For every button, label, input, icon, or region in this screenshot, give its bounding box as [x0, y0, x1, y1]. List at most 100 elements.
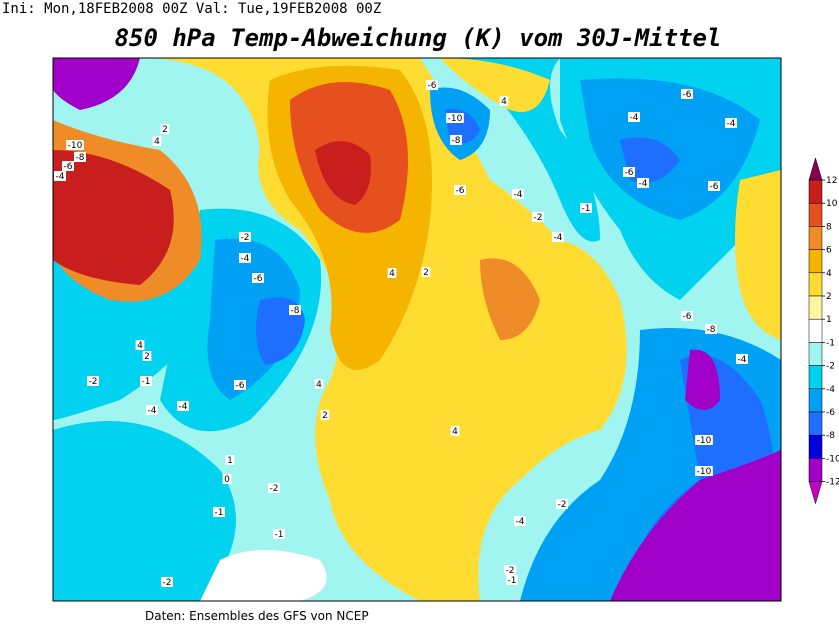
contour-label: 4 — [137, 341, 143, 351]
contour-label: 0 — [224, 475, 230, 485]
contour-label: -6 — [683, 90, 692, 100]
contour-label-box — [512, 189, 524, 199]
colorbar-band — [808, 272, 823, 297]
contour-label-box — [446, 113, 464, 123]
colorbar-band — [808, 179, 823, 204]
colorbar-label: -1 — [826, 338, 835, 348]
colorbar-band — [808, 434, 823, 459]
contour-label: 4 — [501, 97, 507, 107]
colorbar-label: -12 — [826, 478, 839, 488]
contour-label: 4 — [452, 427, 458, 437]
contour-label: 2 — [322, 411, 328, 421]
contour-label: -10 — [697, 467, 712, 477]
contour-label: -4 — [179, 402, 188, 412]
contour-label: -6 — [625, 168, 634, 178]
contour-label: -1 — [275, 530, 284, 540]
contour-label: -4 — [727, 119, 736, 129]
colorbar-label: -4 — [826, 385, 835, 395]
colorbar-label: 2 — [826, 292, 832, 302]
contour-label: -4 — [554, 233, 563, 243]
contour-label: -6 — [64, 162, 73, 172]
contour-label: -2 — [89, 377, 98, 387]
contour-label-box — [135, 340, 145, 350]
contour-label-box — [160, 124, 170, 134]
colorbar-label: 6 — [826, 246, 832, 256]
contour-label-box — [142, 351, 152, 361]
contour-label: -1 — [215, 508, 224, 518]
contour-label: -4 — [738, 355, 747, 365]
contour-label: -2 — [534, 213, 543, 223]
contour-label-box — [140, 376, 152, 386]
contour-label-box — [628, 112, 640, 122]
colorbar-band — [808, 411, 823, 436]
colorbar-band — [808, 365, 823, 390]
contour-label-box — [450, 426, 460, 436]
contour-label-box — [552, 232, 564, 242]
contour-label: 2 — [423, 268, 429, 278]
colorbar-label: 1 — [826, 315, 832, 325]
contour-label: 2 — [144, 352, 150, 362]
contour-label-box — [161, 577, 173, 587]
contour-label-box — [213, 507, 225, 517]
map-frame — [52, 57, 782, 602]
colorbar-band — [808, 226, 823, 250]
contour-label-box — [637, 178, 649, 188]
colorbar-label: 4 — [826, 269, 832, 279]
colorbar-band — [808, 318, 823, 343]
contour-label-box — [514, 516, 526, 526]
colorbar-band — [808, 342, 823, 366]
contour-label: -10 — [68, 141, 83, 151]
contour-label: -6 — [710, 182, 719, 192]
contour-label-box — [146, 405, 158, 415]
contour-label-box — [736, 354, 748, 364]
colorbar-band — [808, 202, 823, 227]
colorbar-label: -2 — [826, 362, 835, 372]
contour-label-box — [225, 455, 235, 465]
colorbar-label: -10 — [826, 454, 839, 464]
colorbar-label: -8 — [826, 431, 835, 441]
contour-label: -4 — [56, 172, 65, 182]
contour-label: -6 — [428, 81, 437, 91]
contour-label: -10 — [448, 114, 463, 124]
contour-label: -6 — [236, 381, 245, 391]
contour-label: -4 — [514, 190, 523, 200]
contour-label-box — [87, 376, 99, 386]
colorbar-cap — [808, 157, 823, 181]
contour-label: -2 — [241, 233, 250, 243]
colorbar-band — [808, 249, 823, 274]
contour-label-box — [177, 401, 189, 411]
contour-label-box — [454, 185, 466, 195]
contour-label-box — [708, 181, 720, 191]
contour-label: 1 — [227, 456, 233, 466]
colorbar-band — [808, 388, 823, 413]
contour-label: -2 — [558, 500, 567, 510]
contour-label: 2 — [162, 125, 168, 135]
colorbar-band — [808, 295, 823, 320]
contour-label: -4 — [148, 406, 157, 416]
contour-label-box — [252, 273, 264, 283]
contour-label-box — [504, 565, 516, 575]
contour-label-box — [222, 474, 232, 484]
header: Ini: Mon,18FEB2008 00Z Val: Tue,19FEB200… — [2, 1, 381, 17]
contour-label-box — [681, 311, 693, 321]
contour-label: -4 — [630, 113, 639, 123]
contour-label-box — [268, 483, 280, 493]
contour-label-box — [705, 324, 717, 334]
contour-label: 4 — [154, 137, 160, 147]
contour-label-box — [556, 499, 568, 509]
contour-label: -1 — [142, 377, 151, 387]
contour-label: -2 — [270, 484, 279, 494]
contour-label-box — [320, 410, 330, 420]
contour-label: -4 — [241, 254, 250, 264]
colorbar-label: -6 — [826, 408, 835, 418]
contour-label-box — [695, 435, 713, 445]
contour-label-box — [314, 379, 324, 389]
contour-label: 4 — [389, 269, 395, 279]
contour-label: -6 — [456, 186, 465, 196]
footer: Daten: Ensembles des GFS von NCEP — [145, 609, 369, 623]
colorbar-cap — [808, 481, 823, 505]
contour-label: -6 — [254, 274, 263, 284]
contour-label-box — [152, 136, 162, 146]
contour-label-box — [234, 380, 246, 390]
